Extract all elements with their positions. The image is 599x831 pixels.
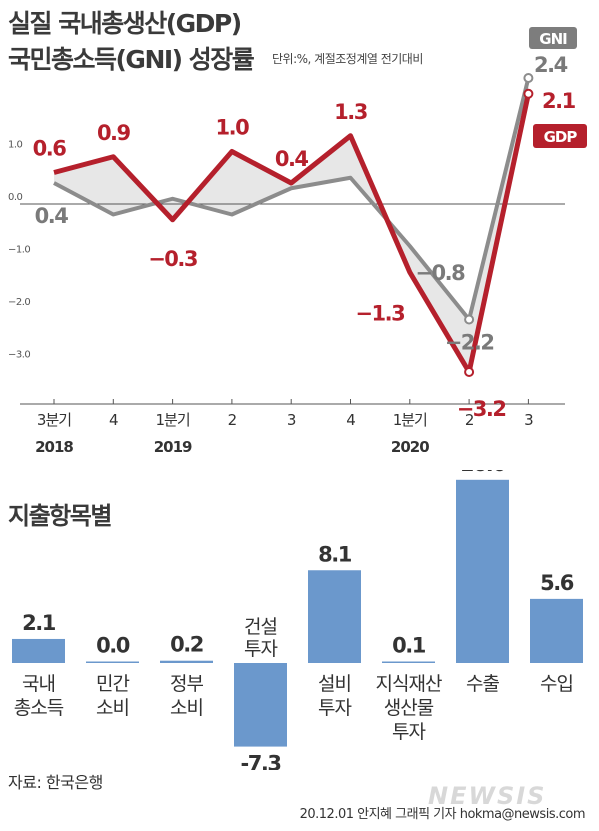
bar-value-label: 0.0 bbox=[96, 634, 130, 658]
bar-category-label: 투자 bbox=[318, 697, 351, 719]
bar bbox=[456, 479, 509, 663]
gni-point-marker bbox=[464, 314, 475, 325]
gni-point-marker bbox=[523, 73, 534, 83]
gni-legend-tag bbox=[529, 27, 577, 49]
watermark: NEWSIS bbox=[428, 782, 547, 810]
gdp-data-label: 2.1 bbox=[542, 89, 576, 113]
chart-title-line2: 국민총소득(GNI) 성장률 bbox=[8, 45, 255, 74]
gdp-data-label: 0.9 bbox=[97, 121, 131, 145]
gdp-data-label: −1.3 bbox=[355, 301, 404, 325]
year-label: 2019 bbox=[154, 438, 192, 456]
section-title: 지출항목별 bbox=[8, 502, 112, 530]
bar-category-label: 투자 bbox=[244, 638, 277, 660]
gdp-line bbox=[53, 93, 531, 375]
year-label: 2018 bbox=[35, 438, 73, 456]
bar-category-label: 총소득 bbox=[14, 697, 64, 719]
x-tick-label: 3 bbox=[524, 411, 533, 429]
bar bbox=[86, 661, 139, 663]
gdp-data-label: −3.2 bbox=[457, 397, 506, 421]
gni-legend-label: GNI bbox=[539, 30, 567, 48]
bar-value-label: 2.1 bbox=[22, 611, 56, 635]
unit-note: 단위:%, 계절조정계열 전기대비 bbox=[272, 52, 423, 66]
gdp-point-marker bbox=[523, 88, 534, 99]
x-tick-label: 1분기 bbox=[156, 411, 190, 429]
gdp-data-label: 0.6 bbox=[33, 137, 67, 161]
bar-value-label: -7.3 bbox=[241, 752, 281, 770]
x-tick-label: 2 bbox=[228, 411, 237, 429]
x-tick-label: 1분기 bbox=[393, 411, 427, 429]
bar-category-label: 건설 bbox=[244, 616, 277, 638]
x-tick-label: 2 bbox=[465, 411, 474, 429]
bar bbox=[382, 661, 435, 663]
line-chart: 1.0 0.0 −1.0 −2.0 −3.0 3분기 4 1분기 2 3 4 1분기 2 3 2018 201… bbox=[8, 27, 587, 456]
gni-data-label: −2.2 bbox=[445, 331, 494, 355]
bar-category-label: 투자 bbox=[392, 721, 425, 743]
gdp-data-label: 1.0 bbox=[216, 116, 250, 140]
y-tick-label: −3.0 bbox=[8, 350, 30, 361]
bar-category-label: 민간 bbox=[96, 673, 129, 695]
gdp-data-label: 0.4 bbox=[275, 147, 309, 171]
bar-category-label: 수출 bbox=[466, 673, 499, 695]
gdp-data-label: −0.3 bbox=[148, 247, 197, 271]
year-label: 2020 bbox=[391, 438, 429, 456]
x-tick-label: 4 bbox=[109, 411, 118, 429]
bar-category-label: 국내 bbox=[22, 673, 55, 695]
bar-category-label: 소비 bbox=[170, 697, 203, 719]
bar bbox=[530, 598, 583, 663]
y-tick-label: 1.0 bbox=[8, 140, 23, 151]
source-note: 자료: 한국은행 bbox=[8, 773, 103, 792]
bar-category-label: 정부 bbox=[170, 673, 203, 695]
bar-chart: 2.1국내총소득0.0민간소비0.2정부소비-7.3건설투자8.1설비투자0.1… bbox=[12, 470, 583, 770]
bar bbox=[12, 638, 65, 663]
bar-category-label: 지식재산 bbox=[376, 673, 442, 695]
bar-category-label: 생산물 bbox=[384, 697, 434, 719]
bar bbox=[308, 570, 361, 663]
bar bbox=[160, 660, 213, 663]
gni-data-label: 2.4 bbox=[534, 53, 568, 77]
credit-line: 20.12.01 안지혜 그래픽 기자 hokma@newsis.com bbox=[299, 807, 586, 822]
x-tick-label: 3분기 bbox=[37, 411, 71, 429]
bar-category-label: 소비 bbox=[96, 697, 129, 719]
chart-title-line1: 실질 국내총생산(GDP) bbox=[8, 9, 242, 38]
x-tick-label: 3 bbox=[287, 411, 296, 429]
bar-category-label: 수입 bbox=[540, 673, 573, 695]
bar-value-label: 16.0 bbox=[460, 470, 507, 476]
gni-data-label: 0.4 bbox=[35, 204, 69, 228]
y-tick-label: −1.0 bbox=[8, 245, 30, 256]
y-tick-label: −2.0 bbox=[8, 297, 30, 308]
gdp-legend-label: GDP bbox=[544, 128, 578, 146]
bar-value-label: 0.2 bbox=[170, 633, 203, 657]
gdp-data-label: 1.3 bbox=[334, 100, 367, 124]
bar bbox=[234, 663, 287, 747]
gni-data-label: −0.8 bbox=[415, 261, 465, 285]
bar-category-label: 설비 bbox=[318, 673, 351, 695]
bar-value-label: 0.1 bbox=[392, 634, 426, 658]
gdp-point-marker bbox=[464, 367, 475, 377]
x-tick-label: 4 bbox=[346, 411, 355, 429]
bar-value-label: 8.1 bbox=[318, 542, 352, 566]
bar-value-label: 5.6 bbox=[540, 571, 574, 595]
y-tick-label: 0.0 bbox=[8, 192, 23, 203]
gni-line bbox=[53, 77, 531, 322]
gdp-legend-tag bbox=[533, 124, 587, 148]
